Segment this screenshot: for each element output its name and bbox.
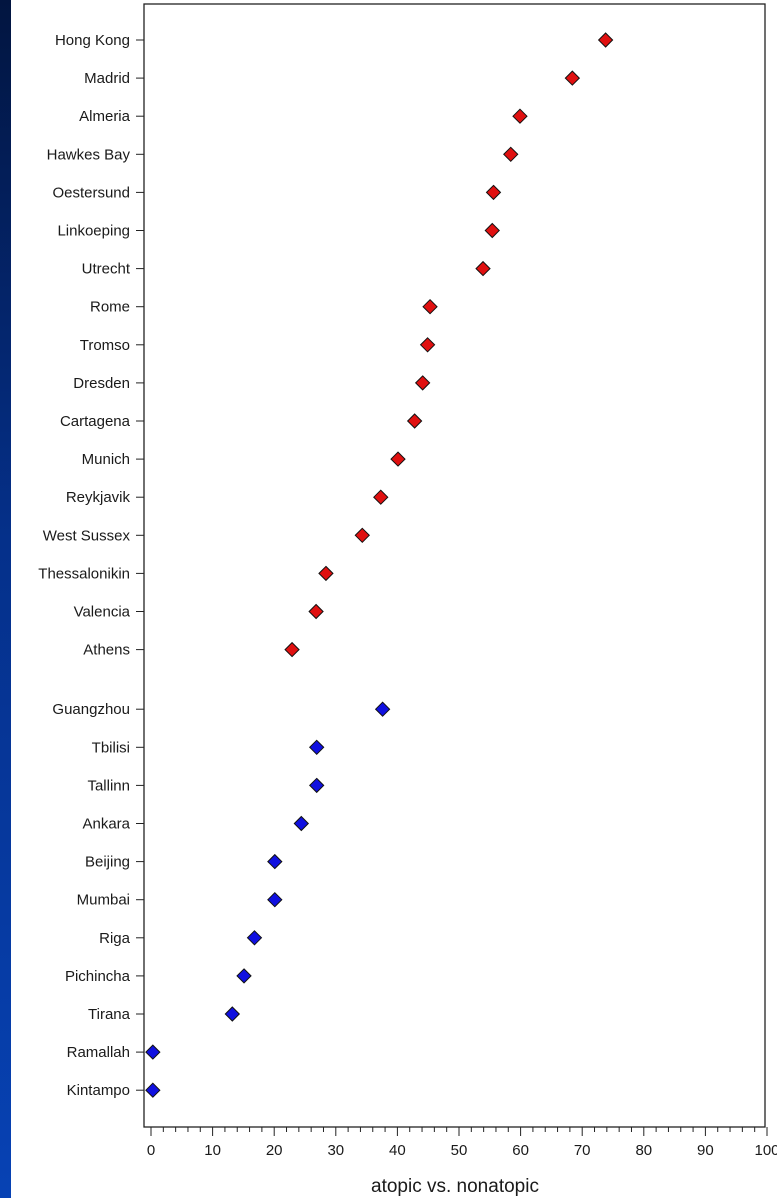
x-tick-label: 50 — [451, 1142, 468, 1159]
category-label: Tromso — [80, 337, 130, 354]
data-point — [419, 337, 436, 353]
data-point — [236, 968, 252, 984]
x-tick-label: 20 — [266, 1142, 283, 1159]
category-label: Rome — [90, 299, 130, 316]
data-points — [145, 32, 614, 1098]
category-label: Linkoeping — [57, 223, 130, 240]
category-label: Hong Kong — [55, 32, 130, 49]
x-axis: 0 10 20 30 40 50 60 70 80 90 100 — [147, 1127, 777, 1159]
category-label: Riga — [99, 930, 131, 947]
data-point — [390, 451, 406, 467]
data-point — [246, 930, 263, 946]
data-point — [475, 260, 491, 277]
data-point — [293, 815, 310, 832]
category-label: Athens — [83, 642, 130, 659]
data-point — [354, 527, 370, 544]
category-label: Oestersund — [52, 184, 130, 201]
data-point — [503, 146, 519, 163]
category-label: Kintampo — [67, 1082, 130, 1099]
category-label: Guangzhou — [52, 701, 130, 718]
data-point — [597, 32, 614, 48]
x-tick-label: 70 — [574, 1142, 591, 1159]
x-tick-label: 0 — [147, 1142, 155, 1159]
data-point — [284, 641, 300, 658]
data-point — [485, 184, 502, 201]
category-label: Hawkes Bay — [47, 146, 131, 163]
category-label: Beijing — [85, 854, 130, 871]
x-tick-label: 100 — [754, 1142, 777, 1159]
data-point — [224, 1006, 241, 1022]
x-tick-label: 60 — [512, 1142, 529, 1159]
category-label: Almeria — [79, 108, 131, 125]
category-label: Tbilisi — [92, 739, 130, 756]
category-label: Utrecht — [82, 261, 131, 278]
data-point — [374, 701, 391, 717]
data-point — [308, 739, 325, 756]
category-label: Munich — [82, 451, 130, 468]
category-axis: Hong Kong Madrid Almeria Hawkes Bay Oestersu… — [38, 32, 144, 1099]
data-point — [308, 777, 325, 794]
x-tick-label: 30 — [327, 1142, 344, 1159]
category-label: Pichincha — [65, 968, 131, 985]
plot-frame — [143, 3, 766, 1128]
x-tick-label: 40 — [389, 1142, 406, 1159]
x-tick-label: 10 — [204, 1142, 221, 1159]
data-point — [564, 70, 581, 86]
data-point — [145, 1082, 161, 1098]
data-point — [406, 413, 423, 429]
data-point — [267, 891, 283, 908]
category-label: Valencia — [74, 604, 131, 621]
category-label: West Sussex — [43, 527, 131, 544]
x-axis-title: atopic vs. nonatopic — [371, 1176, 539, 1197]
category-label: Madrid — [84, 70, 130, 87]
data-point — [318, 565, 334, 582]
data-point — [145, 1044, 161, 1060]
category-label: Ankara — [82, 816, 130, 833]
category-label: Reykjavik — [66, 489, 131, 506]
category-label: Tallinn — [87, 777, 130, 794]
data-point — [308, 603, 324, 620]
category-label: Cartagena — [60, 413, 131, 430]
data-point — [373, 489, 389, 505]
left-decorative-band — [0, 0, 11, 1198]
category-label: Ramallah — [67, 1044, 130, 1061]
x-tick-label: 90 — [697, 1142, 714, 1159]
data-point — [484, 222, 500, 239]
category-label: Dresden — [73, 375, 130, 392]
category-label: Thessalonikin — [38, 565, 130, 582]
data-point — [422, 298, 438, 315]
data-point — [267, 853, 283, 870]
data-point — [512, 108, 528, 124]
x-tick-label: 80 — [635, 1142, 652, 1159]
data-point — [414, 375, 431, 391]
category-label: Tirana — [88, 1006, 131, 1023]
category-label: Mumbai — [77, 892, 130, 909]
